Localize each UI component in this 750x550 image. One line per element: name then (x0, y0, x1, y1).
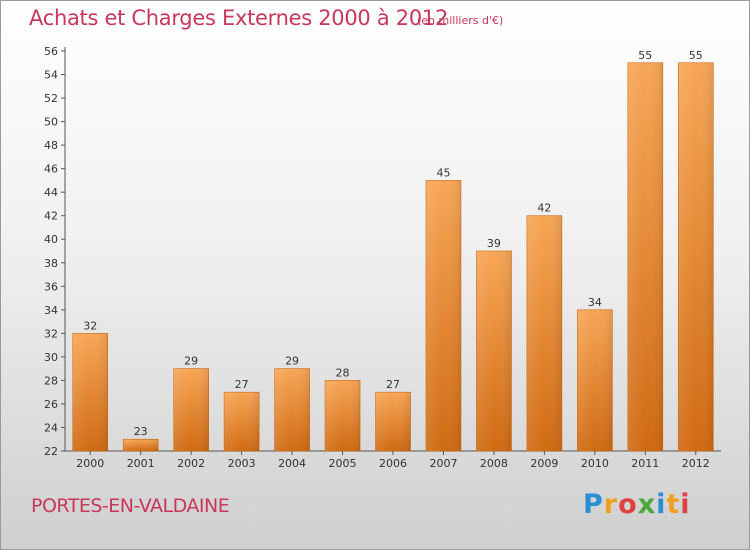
value-label-2007: 45 (436, 166, 450, 179)
y-tick-label: 54 (44, 69, 58, 82)
y-tick-label: 30 (44, 351, 58, 364)
value-label-2000: 32 (83, 319, 97, 332)
bar-shine-2011 (627, 62, 663, 451)
value-label-2012: 55 (689, 49, 703, 62)
bar-shine-2007 (425, 180, 461, 452)
x-tick-label-2005: 2005 (329, 457, 357, 470)
x-tick-label-2002: 2002 (177, 457, 205, 470)
x-tick-label-2003: 2003 (228, 457, 256, 470)
x-tick-label-2004: 2004 (278, 457, 306, 470)
value-label-2009: 42 (537, 202, 551, 215)
chart-axes: 22 24 26 28 30 32 34 36 38 40 42 44 46 48 50 52 54 56 (44, 45, 721, 458)
x-tick-label-2010: 2010 (581, 457, 609, 470)
y-tick-label: 38 (44, 257, 58, 270)
x-tick-label-2012: 2012 (682, 457, 710, 470)
y-tick-label: 48 (44, 139, 58, 152)
y-tick-label: 28 (44, 374, 58, 387)
y-tick-label: 22 (44, 445, 58, 458)
value-label-2002: 29 (184, 355, 198, 368)
y-tick-label: 24 (44, 421, 58, 434)
y-tick-label: 52 (44, 92, 58, 105)
chart-labels: 2000 32 2001 23 2002 29 2003 27 2004 29 2005 28 2006… (76, 49, 710, 470)
bar-shine-2006 (375, 392, 411, 451)
y-tick-label: 34 (44, 304, 58, 317)
bar-shine-2002 (173, 368, 209, 451)
value-label-2010: 34 (588, 296, 602, 309)
bar-shine-2005 (325, 380, 361, 451)
x-tick-label-2006: 2006 (379, 457, 407, 470)
bar-shine-2009 (526, 215, 562, 451)
x-tick-label-2009: 2009 (530, 457, 558, 470)
x-tick-label-2000: 2000 (76, 457, 104, 470)
y-tick-label: 40 (44, 233, 58, 246)
value-label-2006: 27 (386, 378, 400, 391)
value-label-2004: 29 (285, 355, 299, 368)
chart-subtitle: (en milliers d'€) (417, 14, 504, 27)
x-tick-label-2011: 2011 (631, 457, 659, 470)
value-label-2001: 23 (134, 425, 148, 438)
chart-bars (72, 62, 714, 452)
x-tick-label-2007: 2007 (429, 457, 457, 470)
bar-shine-2004 (274, 368, 310, 451)
bar-shine-2010 (577, 309, 613, 451)
bar-shine-2001 (123, 439, 159, 451)
x-tick-label-2008: 2008 (480, 457, 508, 470)
bar-shine-2008 (476, 251, 512, 451)
value-label-2011: 55 (638, 49, 652, 62)
bar-shine-2012 (678, 62, 714, 451)
value-label-2008: 39 (487, 237, 501, 250)
proxiti-logo[interactable]: Proxiti (583, 489, 691, 520)
value-label-2005: 28 (336, 366, 350, 379)
y-tick-label: 56 (44, 45, 58, 58)
y-tick-label: 44 (44, 186, 58, 199)
chart-title: Achats et Charges Externes 2000 à 2012 (29, 6, 449, 30)
bar-shine-2003 (224, 392, 260, 451)
y-tick-label: 36 (44, 280, 58, 293)
y-tick-label: 42 (44, 210, 58, 223)
y-tick-label: 32 (44, 327, 58, 340)
bar-shine-2000 (72, 333, 108, 451)
value-label-2003: 27 (235, 378, 249, 391)
commune-name: PORTES-EN-VALDAINE (31, 495, 230, 517)
x-tick-label-2001: 2001 (127, 457, 155, 470)
y-tick-label: 46 (44, 163, 58, 176)
y-tick-label: 26 (44, 398, 58, 411)
y-tick-label: 50 (44, 116, 58, 129)
